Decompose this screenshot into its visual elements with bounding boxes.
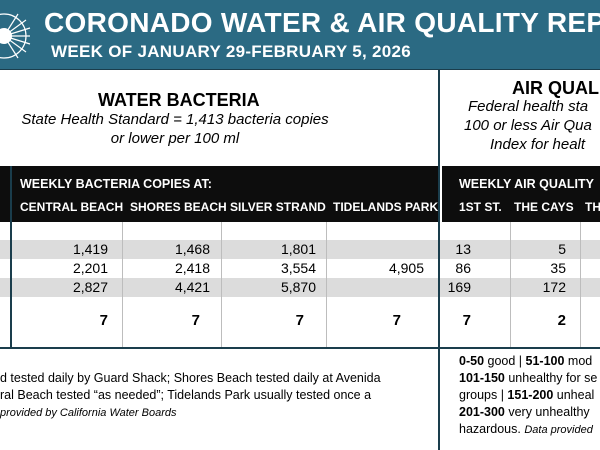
cell-silver-r1: 1,801 xyxy=(280,241,316,257)
cell-cays-r2: 35 xyxy=(550,260,566,276)
water-note-line1: d tested daily by Guard Shack; Shores Be… xyxy=(0,371,381,385)
cell-1stst-r2: 86 xyxy=(455,260,471,276)
aqi-legend-line5: hazardous. Data provided xyxy=(459,422,593,436)
cell-tidelands-r2: 4,905 xyxy=(388,260,424,276)
cell-cays-r1: 5 xyxy=(558,241,566,257)
table-bottom-border xyxy=(0,347,600,349)
page-title: CORONADO WATER & AIR QUALITY REPO xyxy=(44,7,600,38)
water-note-line2: ral Beach tested “as needed”; Tidelands … xyxy=(0,388,372,402)
cell-1stst-r1: 13 xyxy=(455,241,471,257)
cell-cays-days: 2 xyxy=(557,312,566,329)
air-section-title: AIR QUALIT xyxy=(512,78,600,98)
table-row xyxy=(0,240,600,259)
col-header-1st-st: 1ST ST. xyxy=(459,200,502,214)
col-header-the-cays: THE CAYS xyxy=(514,200,574,214)
cell-shores-r3: 4,421 xyxy=(174,279,210,295)
cell-cays-r3: 172 xyxy=(542,279,566,295)
air-standard-line2: 100 or less Air Qua xyxy=(464,117,592,134)
water-section-title: WATER BACTERIA xyxy=(98,90,260,110)
col-header-tidelands-park: TIDELANDS PARK xyxy=(333,200,439,214)
bar-divider-middle xyxy=(439,166,442,222)
header-bottom-border xyxy=(0,69,600,70)
cell-central-days: 7 xyxy=(99,312,108,329)
cell-silver-r2: 3,554 xyxy=(280,260,316,276)
table-left-border xyxy=(10,166,12,348)
water-group-label: WEEKLY BACTERIA COPIES AT: xyxy=(20,177,212,191)
table-row xyxy=(0,278,600,297)
col-header-silver-strand: SILVER STRAND xyxy=(230,200,326,214)
column-divider xyxy=(122,222,123,348)
col-header-shores-beach: SHORES BEACH xyxy=(130,200,227,214)
page-subtitle: WEEK OF JANUARY 29-FEBRUARY 5, 2026 xyxy=(51,42,412,61)
cell-1stst-r3: 169 xyxy=(447,279,471,295)
cell-central-r3: 2,827 xyxy=(72,279,108,295)
water-standard-line2: or lower per 100 ml xyxy=(110,130,240,147)
col-header-partial: TH xyxy=(585,200,600,214)
water-standard-line1: State Health Standard = 1,413 bacteria c… xyxy=(21,111,329,128)
cell-silver-r3: 5,870 xyxy=(280,279,316,295)
column-divider xyxy=(510,222,511,348)
section-divider xyxy=(438,69,440,450)
cell-shores-days: 7 xyxy=(191,312,200,329)
column-divider xyxy=(580,222,581,348)
air-standard-line3: Index for healt xyxy=(490,136,586,153)
col-header-central-beach: CENTRAL BEACH xyxy=(20,200,124,214)
air-standard-line1: Federal health sta xyxy=(468,98,589,115)
aqi-legend-line3: groups | 151-200 unheal xyxy=(459,388,595,402)
spacer-row xyxy=(0,222,600,240)
column-divider xyxy=(221,222,222,348)
column-divider xyxy=(326,222,327,348)
aqi-legend-line4: 201-300 very unhealthy xyxy=(459,405,590,419)
cell-1stst-days: 7 xyxy=(462,312,471,329)
cell-tidelands-days: 7 xyxy=(392,312,401,329)
table-row xyxy=(0,259,600,278)
aqi-legend-line1: 0-50 good | 51-100 mod xyxy=(459,354,593,368)
coronado-logo-icon xyxy=(0,0,52,69)
aqi-legend-line2: 101-150 unhealthy for se xyxy=(459,371,598,385)
air-group-label: WEEKLY AIR QUALITY xyxy=(459,177,594,191)
cell-silver-days: 7 xyxy=(295,312,304,329)
cell-central-r1: 1,419 xyxy=(72,241,108,257)
water-note-source: provided by California Water Boards xyxy=(0,407,177,419)
report-header: CORONADO WATER & AIR QUALITY REPO WEEK O… xyxy=(0,0,600,69)
cell-shores-r1: 1,468 xyxy=(174,241,210,257)
cell-shores-r2: 2,418 xyxy=(174,260,210,276)
table-header-bar: WEEKLY BACTERIA COPIES AT: CENTRAL BEACH… xyxy=(0,166,600,222)
table-row xyxy=(0,297,600,316)
cell-central-r2: 2,201 xyxy=(72,260,108,276)
